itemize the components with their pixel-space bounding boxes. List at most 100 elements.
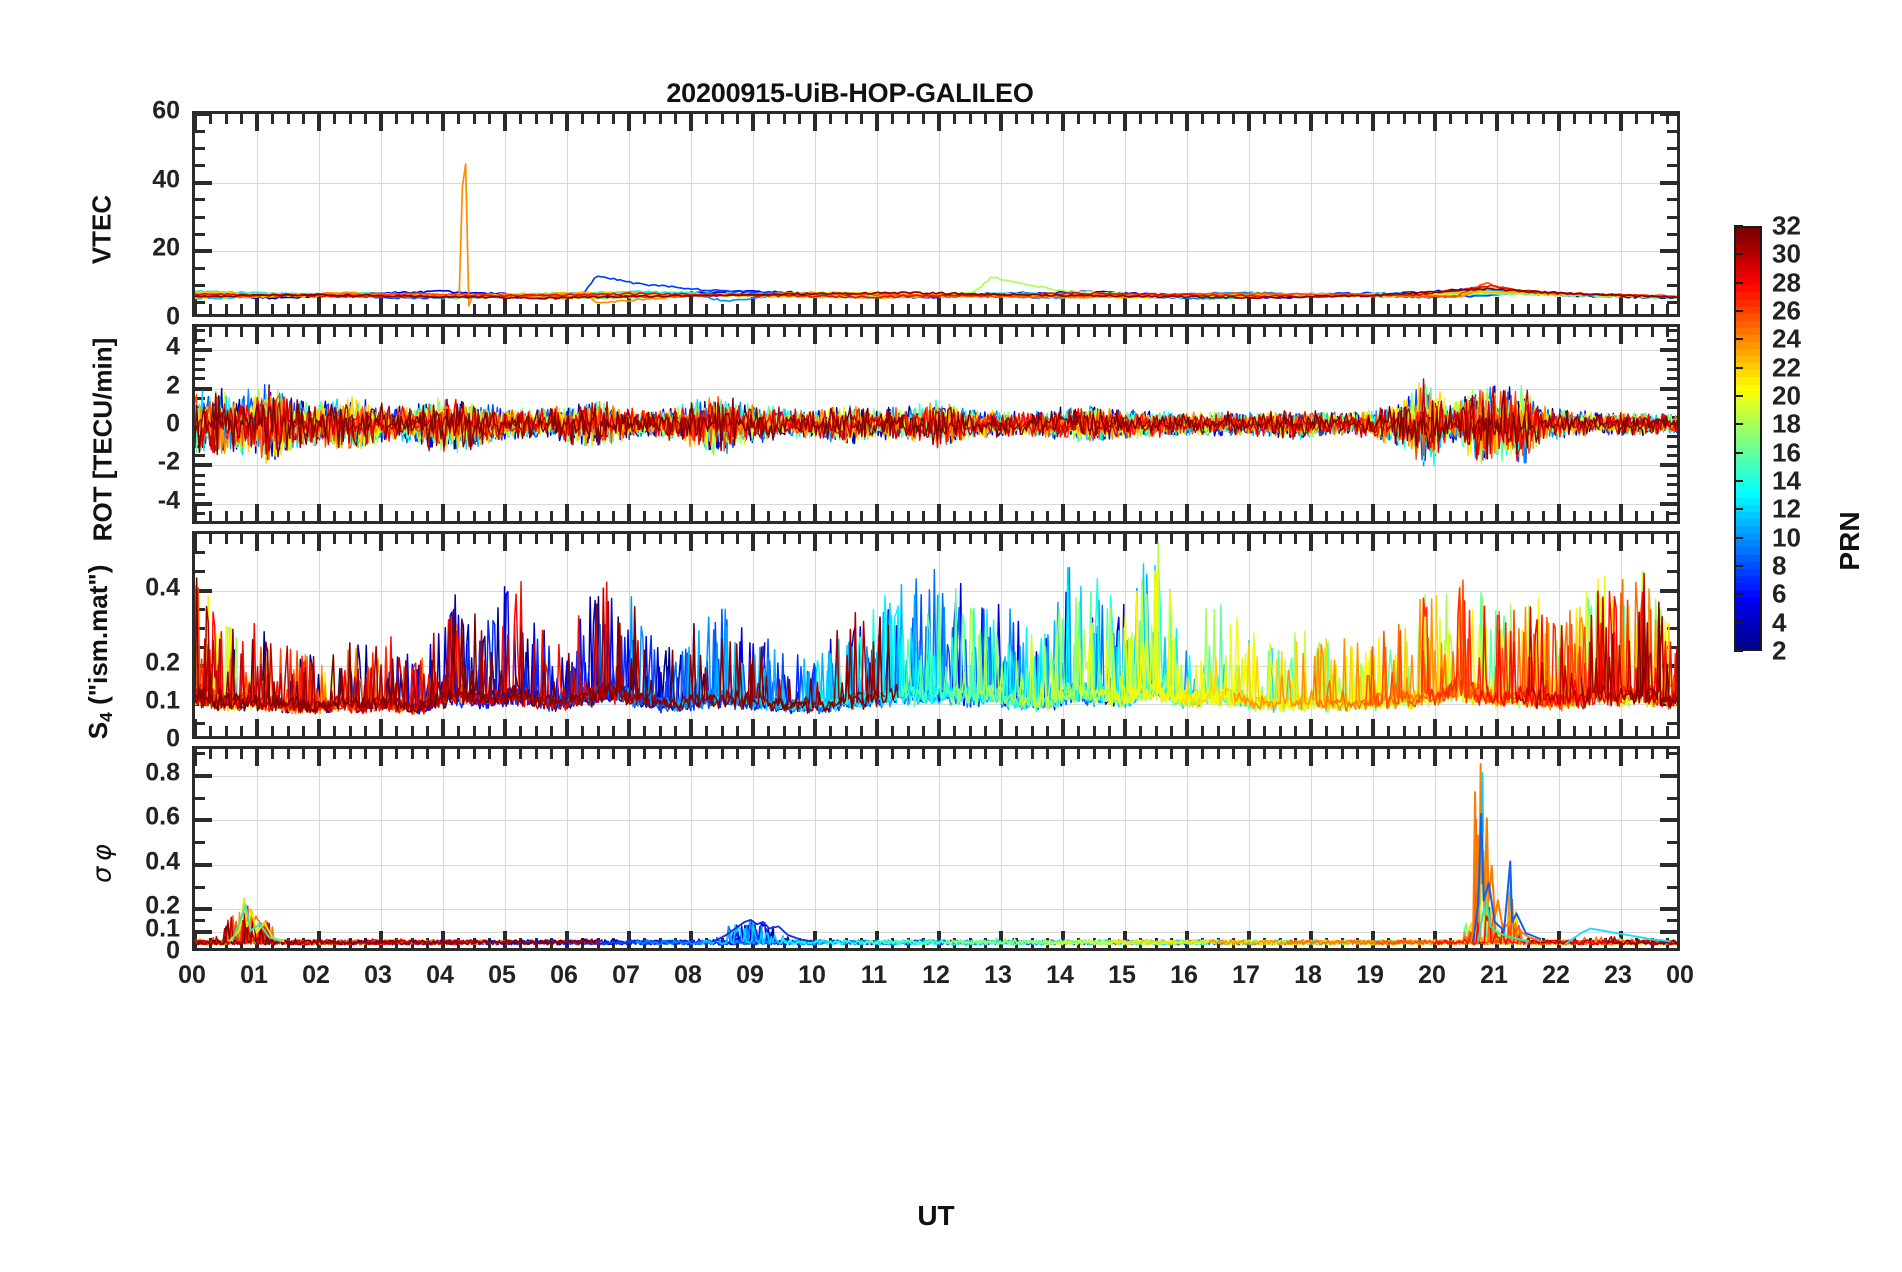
gridline-vertical [1621, 114, 1622, 314]
axis-tick [798, 534, 801, 544]
axis-tick [1154, 304, 1158, 314]
axis-tick [224, 534, 228, 544]
axis-tick [1588, 534, 1592, 544]
data-trace [701, 772, 1520, 946]
axis-tick [798, 726, 801, 736]
axis-tick [519, 726, 522, 736]
axis-tick [195, 284, 205, 288]
colorbar-tick [1734, 508, 1743, 511]
axis-tick [875, 749, 879, 766]
axis-tick [798, 327, 801, 337]
axis-tick [240, 726, 243, 736]
axis-tick [1635, 534, 1638, 544]
gridline-vertical [1249, 534, 1250, 736]
axis-tick [426, 534, 429, 544]
axis-tick [1216, 726, 1220, 736]
axis-tick [1619, 504, 1623, 521]
axis-tick [1108, 511, 1111, 521]
axis-tick [581, 511, 584, 521]
colorbar-prn[interactable] [1734, 226, 1762, 651]
axis-tick [1418, 534, 1421, 544]
axis-tick [195, 473, 205, 477]
axis-tick [1418, 749, 1421, 759]
axis-tick [1573, 511, 1576, 521]
axis-tick [1526, 749, 1530, 759]
gridline-vertical [381, 534, 382, 736]
axis-tick [813, 534, 817, 551]
colorbar-segment [1736, 355, 1760, 364]
gridline-vertical [1621, 749, 1622, 948]
axis-tick [891, 304, 894, 314]
axis-tick [627, 719, 631, 736]
gridline-vertical [877, 749, 878, 948]
gridline-horizontal [195, 251, 1677, 253]
panel-s4 [192, 531, 1680, 739]
axis-tick [1185, 749, 1189, 766]
data-trace [1469, 763, 1542, 943]
axis-tick [441, 931, 445, 948]
axis-tick [1278, 726, 1282, 736]
axis-tick [1650, 749, 1654, 759]
panel-sigma-phi-plot-area [195, 749, 1677, 948]
axis-tick [271, 726, 274, 736]
axis-tick [596, 114, 600, 124]
colorbar-tick-label: 16 [1772, 437, 1801, 468]
axis-tick [1660, 463, 1677, 468]
colorbar-title: PRN [1834, 511, 1865, 571]
x-tick-label: 17 [1232, 961, 1260, 989]
panel-rot [192, 324, 1680, 524]
axis-tick [333, 327, 336, 337]
x-tick-label: 08 [674, 961, 702, 989]
axis-tick [1278, 327, 1282, 337]
axis-tick [1092, 304, 1096, 314]
axis-tick [1185, 931, 1189, 948]
gridline-vertical [1125, 114, 1126, 314]
axis-tick [984, 114, 987, 124]
axis-tick [503, 114, 507, 131]
axis-tick [1232, 749, 1235, 759]
x-tick-label: 00 [1666, 961, 1694, 989]
axis-tick [1216, 749, 1220, 759]
axis-tick [1371, 719, 1375, 736]
axis-tick [1309, 114, 1313, 131]
axis-tick [1092, 749, 1096, 759]
axis-tick [1495, 297, 1499, 314]
axis-tick [195, 386, 212, 391]
axis-tick [1667, 215, 1677, 219]
axis-tick [195, 862, 212, 867]
colorbar-segment [1736, 603, 1760, 612]
axis-tick [937, 931, 941, 948]
axis-tick [1464, 749, 1468, 759]
axis-tick [1309, 749, 1313, 766]
axis-tick [1216, 534, 1220, 544]
axis-tick [1667, 608, 1677, 612]
axis-tick [782, 726, 786, 736]
x-tick-label: 16 [1170, 961, 1198, 989]
axis-tick [906, 726, 910, 736]
axis-tick [767, 726, 770, 736]
axis-tick [658, 327, 662, 337]
axis-tick [1294, 114, 1297, 124]
axis-tick [410, 114, 414, 124]
axis-tick [627, 297, 631, 314]
axis-tick [937, 749, 941, 766]
axis-tick [1557, 534, 1561, 551]
axis-tick [1667, 473, 1677, 477]
axis-tick [1201, 327, 1204, 337]
axis-tick [1108, 327, 1111, 337]
axis-tick [1495, 114, 1499, 131]
axis-tick [1667, 367, 1677, 371]
figure-title: 20200915-UiB-HOP-GALILEO [666, 78, 1034, 108]
gridline-vertical [877, 534, 878, 736]
axis-tick [534, 511, 538, 521]
axis-tick [472, 304, 476, 314]
axis-tick [1263, 726, 1266, 736]
axis-tick [844, 511, 848, 521]
axis-tick [1402, 304, 1406, 314]
axis-tick [643, 327, 646, 337]
axis-tick [860, 534, 863, 544]
axis-tick [1061, 504, 1065, 521]
axis-tick [1667, 164, 1677, 167]
axis-tick [1667, 232, 1677, 236]
data-trace [195, 577, 899, 714]
